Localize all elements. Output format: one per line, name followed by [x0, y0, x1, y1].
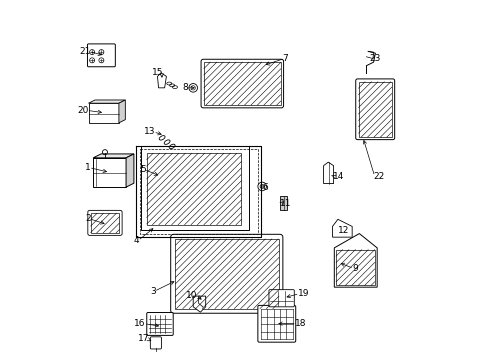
Polygon shape — [175, 239, 279, 309]
Circle shape — [260, 184, 264, 189]
Text: 4: 4 — [134, 236, 140, 245]
Polygon shape — [119, 100, 125, 123]
FancyBboxPatch shape — [147, 312, 173, 336]
Polygon shape — [142, 146, 248, 230]
Polygon shape — [89, 100, 125, 103]
Text: 21: 21 — [79, 47, 91, 56]
Text: 13: 13 — [144, 127, 155, 136]
Text: 14: 14 — [333, 172, 344, 181]
Text: 18: 18 — [295, 319, 307, 328]
Text: 5: 5 — [140, 165, 146, 174]
Polygon shape — [91, 213, 119, 233]
Polygon shape — [126, 154, 134, 187]
Text: 7: 7 — [283, 54, 288, 63]
Text: 15: 15 — [152, 68, 164, 77]
Polygon shape — [193, 296, 206, 312]
Text: 10: 10 — [186, 291, 198, 300]
Polygon shape — [89, 103, 119, 123]
FancyBboxPatch shape — [258, 305, 296, 342]
Text: 8: 8 — [182, 83, 188, 92]
Text: 9: 9 — [352, 264, 358, 273]
Polygon shape — [336, 249, 375, 285]
Text: 23: 23 — [369, 54, 381, 63]
Circle shape — [189, 84, 197, 92]
Polygon shape — [147, 153, 242, 225]
Polygon shape — [157, 73, 167, 88]
Polygon shape — [359, 82, 392, 137]
Text: 3: 3 — [150, 287, 156, 296]
Text: 1: 1 — [85, 163, 91, 172]
FancyBboxPatch shape — [150, 337, 161, 349]
Polygon shape — [280, 196, 287, 210]
Text: 20: 20 — [77, 106, 89, 115]
Text: 12: 12 — [338, 225, 349, 234]
Polygon shape — [333, 219, 352, 237]
Polygon shape — [93, 158, 126, 187]
Circle shape — [258, 182, 267, 191]
Polygon shape — [204, 62, 281, 105]
Text: 11: 11 — [280, 199, 292, 208]
Text: 22: 22 — [373, 172, 384, 181]
Text: 17: 17 — [138, 334, 149, 343]
Polygon shape — [93, 154, 134, 158]
Text: 19: 19 — [298, 289, 309, 298]
Polygon shape — [334, 234, 377, 287]
FancyBboxPatch shape — [88, 44, 115, 67]
Text: 16: 16 — [134, 319, 146, 328]
FancyBboxPatch shape — [269, 290, 294, 307]
Text: 6: 6 — [262, 183, 268, 192]
Text: 2: 2 — [85, 214, 91, 223]
Polygon shape — [323, 162, 334, 184]
